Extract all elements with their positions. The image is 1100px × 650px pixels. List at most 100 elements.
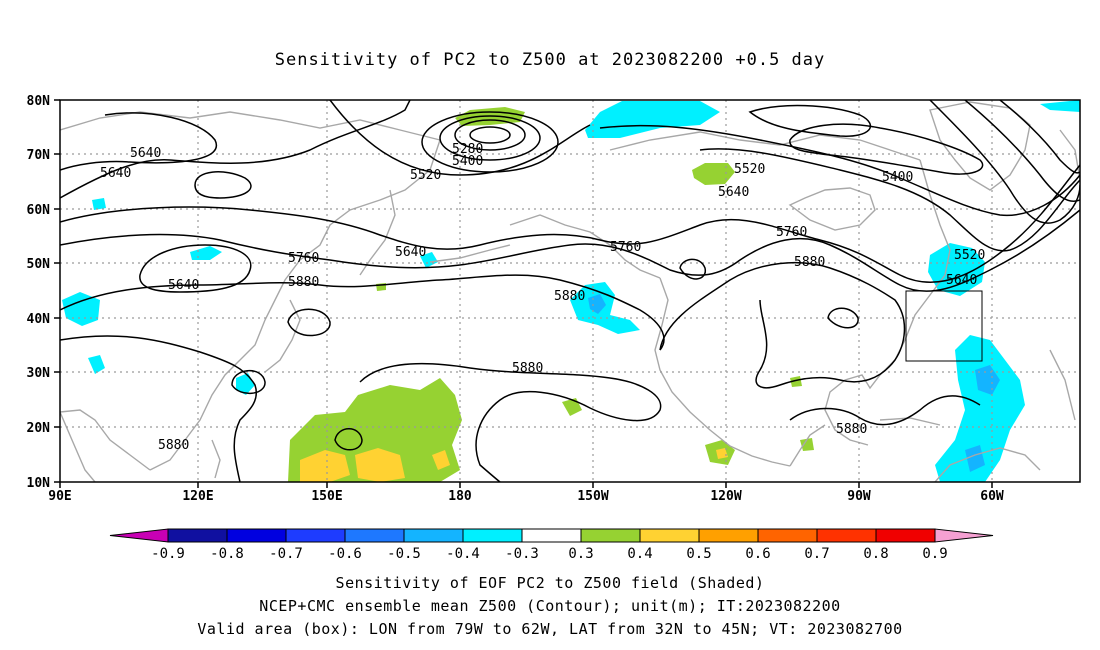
colorbar-tick-label: 0.5 bbox=[686, 546, 711, 562]
colorbar-swatch bbox=[698, 528, 759, 543]
colorbar-swatch bbox=[639, 528, 700, 543]
shade-green-canada bbox=[692, 163, 735, 185]
contour-5880-pacific-cell bbox=[287, 308, 331, 337]
lon-tick-label: 60W bbox=[980, 489, 1004, 504]
colorbar: -0.9 -0.8 -0.7 -0.6 -0.5 -0.4 -0.3 0.3 0.4 0.5 0.6… bbox=[109, 528, 994, 562]
coastline-kamchatka bbox=[359, 189, 396, 276]
latitude-labels: 10N 20N 30N 40N 50N 60N 70N 80N bbox=[27, 94, 51, 491]
contour-label: 5760 bbox=[288, 251, 319, 266]
contour-label: 5880 bbox=[554, 289, 585, 304]
shade-blue-atlantic bbox=[975, 365, 1000, 395]
coastline-canada-arctic bbox=[609, 131, 921, 161]
contour-labels: 5640 5640 5640 5280 5400 5520 5520 5640 … bbox=[100, 142, 985, 453]
coastline-siberia-east bbox=[149, 139, 441, 471]
colorbar-swatch bbox=[521, 528, 582, 543]
coastline-alaska bbox=[509, 214, 661, 279]
longitude-labels: 90E 120E 150E 180 150W 120W 90W 60W bbox=[48, 489, 1004, 504]
colorbar-swatch bbox=[285, 528, 346, 543]
contour-5880-small-cell bbox=[334, 428, 363, 451]
colorbar-swatch bbox=[875, 528, 936, 543]
colorbar-tick-label: 0.3 bbox=[568, 546, 593, 562]
contour-5400-east bbox=[599, 124, 1080, 217]
colorbar-tick-label: -0.9 bbox=[151, 546, 185, 562]
colorbar-tick-label: 0.9 bbox=[922, 546, 947, 562]
colorbar-swatch bbox=[816, 528, 877, 543]
lon-tick-label: 180 bbox=[448, 489, 472, 504]
colorbar-swatch bbox=[344, 528, 405, 543]
contour-5640-band bbox=[60, 164, 1080, 284]
axis-ticks bbox=[54, 99, 993, 488]
contour-5880-japan-cell bbox=[231, 369, 266, 394]
colorbar-swatch bbox=[167, 528, 228, 543]
coastline-north-america-west bbox=[654, 277, 791, 467]
caption-valid-area: Valid area (box): LON from 79W to 62W, L… bbox=[197, 620, 903, 638]
contour-label: 5760 bbox=[776, 225, 807, 240]
lat-tick-label: 80N bbox=[27, 94, 51, 109]
coastline-asia-south bbox=[60, 409, 151, 471]
coastline-greenland bbox=[929, 101, 1031, 191]
colorbar-tick-label: -0.6 bbox=[328, 546, 362, 562]
coastline-japan bbox=[264, 299, 301, 373]
lat-tick-label: 10N bbox=[27, 476, 51, 491]
caption-shading: Sensitivity of EOF PC2 to Z500 field (Sh… bbox=[335, 574, 765, 592]
lat-tick-label: 20N bbox=[27, 421, 51, 436]
coastline-caribbean bbox=[879, 417, 941, 426]
lat-tick-label: 30N bbox=[27, 366, 51, 381]
shade-yellow-mexico bbox=[716, 448, 728, 459]
shade-green-gulf bbox=[800, 438, 814, 451]
contour-label: 5520 bbox=[410, 168, 441, 183]
caption-contour: NCEP+CMC ensemble mean Z500 (Contour); u… bbox=[259, 597, 841, 615]
colorbar-tick-label: 0.7 bbox=[804, 546, 829, 562]
contour-5280-ring-3 bbox=[439, 115, 541, 161]
contour-label: 5760 bbox=[610, 240, 641, 255]
shade-yellow-pacific-2 bbox=[355, 448, 405, 482]
contour-5520-arc bbox=[329, 100, 591, 176]
shade-cyan-asia bbox=[88, 355, 105, 374]
contour-5880-ridge bbox=[659, 261, 906, 389]
shade-cyan-siberia bbox=[92, 198, 106, 210]
lon-tick-label: 150E bbox=[311, 489, 342, 504]
contour-label: 5640 bbox=[395, 245, 426, 260]
lat-tick-label: 40N bbox=[27, 312, 51, 327]
contour-5880-band bbox=[60, 274, 665, 351]
map-title: Sensitivity of PC2 to Z500 at 2023082200… bbox=[274, 50, 826, 70]
contour-5880-south bbox=[359, 362, 662, 482]
contour-5640-aleutian-low bbox=[139, 244, 252, 293]
contour-5640-north bbox=[60, 112, 218, 171]
contour-5880-cell-pacific bbox=[679, 258, 706, 280]
contour-label: 5640 bbox=[168, 278, 199, 293]
shade-cyan-pacific bbox=[570, 282, 640, 334]
colorbar-tick-label: 0.4 bbox=[627, 546, 652, 562]
coastline-africa bbox=[1049, 349, 1076, 421]
lon-tick-label: 150W bbox=[577, 489, 608, 504]
colorbar-high-end bbox=[934, 528, 994, 543]
shade-cyan-arctic bbox=[585, 101, 720, 138]
shade-cyan-arctic-east bbox=[1040, 100, 1080, 112]
contour-5520-east bbox=[699, 148, 1080, 252]
contour-5640-west-upper bbox=[60, 100, 411, 199]
shade-cyan-aleutian bbox=[190, 246, 222, 260]
contour-label: 5280 bbox=[452, 142, 483, 157]
lon-tick-label: 90W bbox=[847, 489, 871, 504]
lat-tick-label: 70N bbox=[27, 148, 51, 163]
contour-label: 5520 bbox=[954, 248, 985, 263]
coastline-philippines bbox=[211, 439, 221, 479]
contour-trough-4 bbox=[789, 123, 984, 175]
contour-label: 5400 bbox=[882, 170, 913, 185]
coastline-south-america bbox=[934, 447, 1041, 482]
colorbar-tick-label: 0.8 bbox=[863, 546, 888, 562]
contour-5880-cell-east bbox=[827, 307, 859, 329]
shade-cyan-bering bbox=[420, 252, 438, 268]
coastline-gulf-mexico bbox=[789, 424, 826, 467]
lon-tick-label: 90E bbox=[48, 489, 71, 504]
contour-label: 5880 bbox=[512, 361, 543, 376]
contour-label: 5640 bbox=[130, 146, 161, 161]
colorbar-swatch bbox=[757, 528, 818, 543]
plot-frame bbox=[59, 99, 1081, 483]
colorbar-low-end bbox=[109, 528, 169, 543]
contour-5280-ring-2 bbox=[454, 119, 526, 151]
colorbar-tick-label: -0.5 bbox=[387, 546, 421, 562]
colorbar-tick-label: -0.3 bbox=[505, 546, 539, 562]
contour-label: 5400 bbox=[452, 154, 483, 169]
